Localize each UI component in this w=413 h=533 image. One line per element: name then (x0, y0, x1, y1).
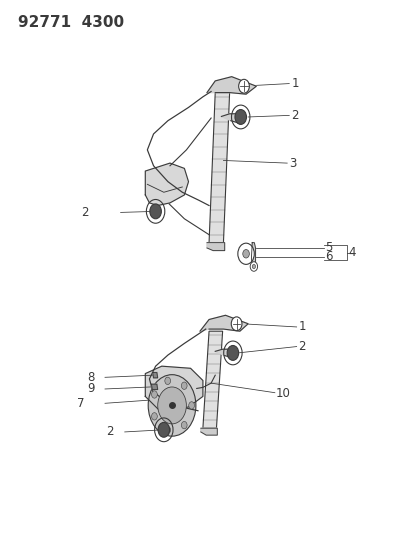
Circle shape (188, 402, 194, 409)
Text: 2: 2 (291, 109, 298, 122)
Polygon shape (151, 384, 157, 390)
Text: 7: 7 (77, 397, 85, 410)
Circle shape (150, 204, 161, 219)
Circle shape (235, 110, 246, 124)
Circle shape (242, 249, 249, 258)
Polygon shape (152, 373, 157, 378)
Polygon shape (206, 77, 256, 94)
Polygon shape (145, 163, 188, 206)
Text: 10: 10 (275, 387, 290, 400)
Circle shape (151, 413, 157, 420)
Text: 8: 8 (88, 371, 95, 384)
Polygon shape (206, 243, 224, 251)
Circle shape (181, 422, 187, 429)
Circle shape (148, 375, 195, 436)
Polygon shape (200, 428, 217, 435)
Text: 1: 1 (298, 320, 305, 334)
Circle shape (164, 426, 170, 434)
Circle shape (238, 79, 249, 93)
Text: 92771  4300: 92771 4300 (18, 14, 123, 30)
Polygon shape (215, 349, 237, 358)
Polygon shape (202, 331, 222, 428)
Polygon shape (145, 366, 202, 411)
Text: 2: 2 (106, 425, 114, 439)
Text: 6: 6 (325, 250, 332, 263)
Text: 2: 2 (298, 340, 305, 353)
Polygon shape (199, 316, 247, 331)
Text: 2: 2 (81, 206, 89, 219)
Polygon shape (209, 93, 229, 243)
Text: 3: 3 (289, 157, 296, 169)
Text: 9: 9 (88, 383, 95, 395)
Text: 1: 1 (291, 77, 298, 90)
Circle shape (181, 382, 187, 390)
Circle shape (151, 391, 157, 398)
Circle shape (157, 387, 186, 424)
Circle shape (237, 243, 254, 264)
Polygon shape (251, 243, 255, 265)
Circle shape (231, 317, 241, 330)
Text: 5: 5 (325, 241, 332, 254)
Circle shape (158, 422, 169, 437)
Polygon shape (221, 114, 245, 123)
Circle shape (164, 377, 170, 384)
Circle shape (227, 345, 238, 360)
Text: 4: 4 (347, 246, 355, 259)
Circle shape (249, 262, 257, 271)
Circle shape (252, 264, 255, 269)
